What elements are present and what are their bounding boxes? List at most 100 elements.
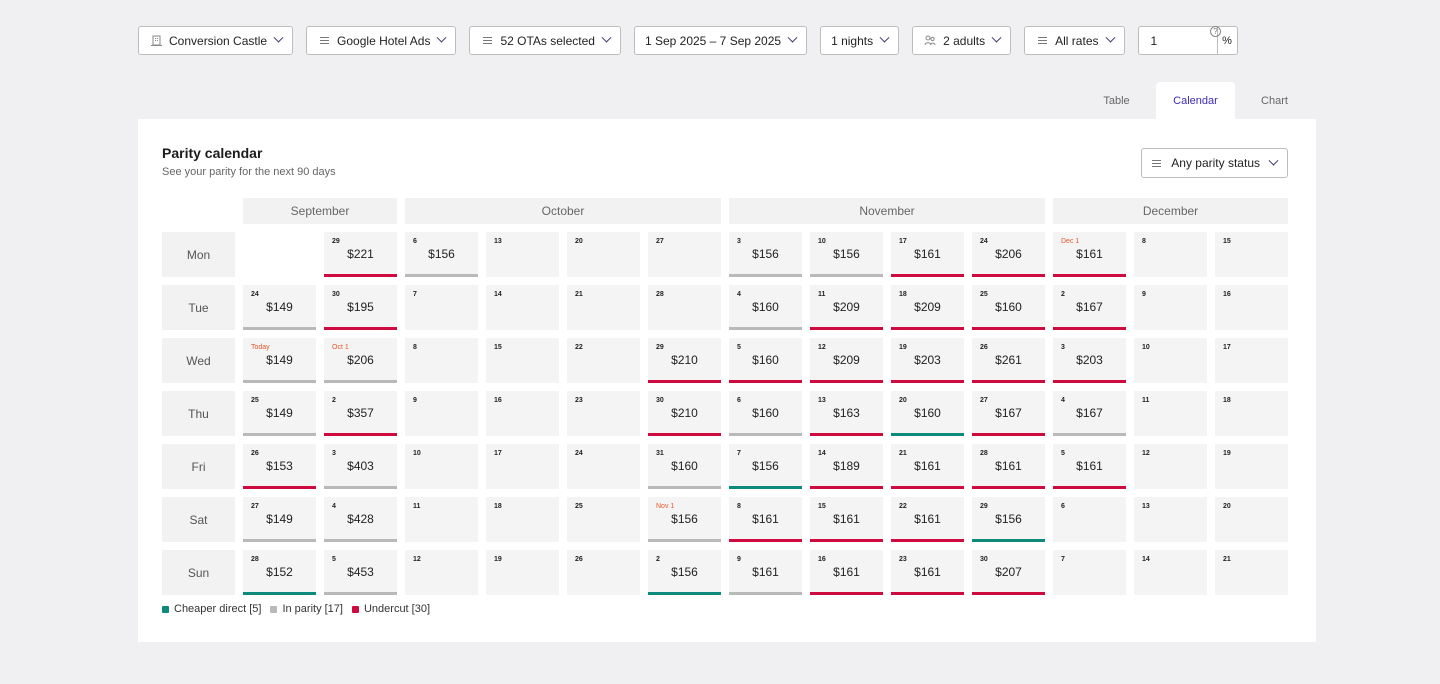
calendar-cell: 17 <box>1215 338 1288 383</box>
calendar-cell[interactable]: 16 $161 <box>810 550 883 595</box>
calendar-cell[interactable]: 5 $453 <box>324 550 397 595</box>
legend-label: In parity [17] <box>282 603 343 615</box>
calendar-cell[interactable]: 30 $210 <box>648 391 721 436</box>
cell-price: $161 <box>914 459 941 473</box>
channel-dropdown[interactable]: Google Hotel Ads <box>306 26 457 55</box>
calendar-cell[interactable]: 6 $156 <box>405 232 478 277</box>
calendar-cell: 14 <box>486 285 559 330</box>
calendar-cell[interactable]: 20 $160 <box>891 391 964 436</box>
cell-date: 23 <box>899 556 907 563</box>
calendar-cell[interactable]: 29 $221 <box>324 232 397 277</box>
calendar-cell[interactable]: 27 $167 <box>972 391 1045 436</box>
calendar-cell[interactable]: 30 $195 <box>324 285 397 330</box>
calendar-cell[interactable]: 13 $163 <box>810 391 883 436</box>
guests-dropdown[interactable]: 2 adults <box>912 26 1012 55</box>
cell-date: 3 <box>737 238 741 245</box>
calendar-cell[interactable]: 3 $156 <box>729 232 802 277</box>
calendar-cell[interactable]: 4 $160 <box>729 285 802 330</box>
parity-status-bar <box>810 274 883 277</box>
cell-date: 6 <box>413 238 417 245</box>
calendar-cell[interactable]: 21 $161 <box>891 444 964 489</box>
calendar-cell[interactable]: 30 $207 <box>972 550 1045 595</box>
cell-date: 18 <box>1223 397 1231 404</box>
calendar-cell[interactable]: 3 $403 <box>324 444 397 489</box>
property-label: Conversion Castle <box>169 33 268 48</box>
calendar-cell[interactable]: 29 $156 <box>972 497 1045 542</box>
calendar-cell[interactable]: Today $149 <box>243 338 316 383</box>
calendar-cell[interactable]: 6 $160 <box>729 391 802 436</box>
calendar-cell[interactable]: 10 $156 <box>810 232 883 277</box>
cell-date: 21 <box>575 291 583 298</box>
cell-date: 2 <box>332 397 336 404</box>
panel-title: Parity calendar <box>162 145 263 161</box>
property-dropdown[interactable]: Conversion Castle <box>138 26 294 55</box>
cell-price: $153 <box>266 459 293 473</box>
calendar-cell: 14 <box>1134 550 1207 595</box>
cell-price: $206 <box>995 247 1022 261</box>
calendar-cell[interactable]: 18 $209 <box>891 285 964 330</box>
calendar-cell[interactable]: 25 $160 <box>972 285 1045 330</box>
cell-date: 18 <box>494 503 502 510</box>
cell-date: 9 <box>737 556 741 563</box>
cell-date: 24 <box>980 238 988 245</box>
calendar-cell[interactable]: 29 $210 <box>648 338 721 383</box>
calendar-cell[interactable]: 2 $167 <box>1053 285 1126 330</box>
calendar-cell[interactable]: 25 $149 <box>243 391 316 436</box>
cell-date: 6 <box>1061 503 1065 510</box>
calendar-cell[interactable]: 26 $153 <box>243 444 316 489</box>
calendar-cell[interactable]: 24 $149 <box>243 285 316 330</box>
calendar-cell[interactable]: 28 $161 <box>972 444 1045 489</box>
calendar-cell[interactable]: 26 $261 <box>972 338 1045 383</box>
parity-status-bar <box>891 486 964 489</box>
parity-status-dropdown[interactable]: Any parity status <box>1141 148 1288 178</box>
date-range-dropdown[interactable]: 1 Sep 2025 – 7 Sep 2025 <box>633 26 808 55</box>
calendar-cell[interactable]: 28 $152 <box>243 550 316 595</box>
calendar-cell[interactable]: 23 $161 <box>891 550 964 595</box>
calendar-cell[interactable]: 27 $149 <box>243 497 316 542</box>
calendar-cell: 16 <box>486 391 559 436</box>
legend: Cheaper direct [5] In parity [17] Underc… <box>162 603 439 615</box>
calendar-cell[interactable]: 4 $428 <box>324 497 397 542</box>
cell-price: $167 <box>995 406 1022 420</box>
calendar-cell[interactable]: 5 $161 <box>1053 444 1126 489</box>
calendar-cell[interactable]: 11 $209 <box>810 285 883 330</box>
cell-price: $203 <box>914 353 941 367</box>
calendar-cell[interactable]: 5 $160 <box>729 338 802 383</box>
rates-dropdown[interactable]: All rates <box>1024 26 1125 55</box>
calendar-cell[interactable]: 7 $156 <box>729 444 802 489</box>
nights-dropdown[interactable]: 1 nights <box>820 26 900 55</box>
cell-date: 17 <box>1223 344 1231 351</box>
help-icon[interactable]: ? <box>1210 26 1221 37</box>
calendar-cell[interactable]: 19 $203 <box>891 338 964 383</box>
otas-dropdown[interactable]: 52 OTAs selected <box>469 26 621 55</box>
calendar-cell[interactable]: 15 $161 <box>810 497 883 542</box>
cell-date: 28 <box>980 450 988 457</box>
calendar-cell[interactable]: 12 $209 <box>810 338 883 383</box>
legend-swatch <box>162 605 169 613</box>
calendar-cell[interactable]: Dec 1 $161 <box>1053 232 1126 277</box>
calendar-cell[interactable]: 2 $357 <box>324 391 397 436</box>
percent-input[interactable]: 1 % <box>1137 26 1238 55</box>
calendar-cell[interactable]: 31 $160 <box>648 444 721 489</box>
list-icon <box>317 37 331 44</box>
calendar-cell[interactable]: 8 $161 <box>729 497 802 542</box>
tab-chart[interactable]: Chart <box>1261 94 1288 107</box>
calendar-cell[interactable]: Oct 1 $206 <box>324 338 397 383</box>
cell-date: Nov 1 <box>656 503 675 510</box>
cell-date: 17 <box>899 238 907 245</box>
calendar-cell[interactable]: 3 $203 <box>1053 338 1126 383</box>
calendar-cell[interactable]: 14 $189 <box>810 444 883 489</box>
tab-calendar[interactable]: Calendar <box>1156 82 1235 119</box>
cell-date: Today <box>251 344 270 351</box>
cell-date: 2 <box>1061 291 1065 298</box>
calendar-cell[interactable]: Nov 1 $156 <box>648 497 721 542</box>
calendar-cell[interactable]: 17 $161 <box>891 232 964 277</box>
calendar-cell[interactable]: 4 $167 <box>1053 391 1126 436</box>
percent-value[interactable]: 1 <box>1150 33 1158 48</box>
calendar-cell[interactable]: 2 $156 <box>648 550 721 595</box>
calendar-cell[interactable]: 22 $161 <box>891 497 964 542</box>
calendar-cell[interactable]: 9 $161 <box>729 550 802 595</box>
calendar-cell[interactable]: 24 $206 <box>972 232 1045 277</box>
tab-table[interactable]: Table <box>1103 94 1130 107</box>
cell-date: 26 <box>251 450 259 457</box>
